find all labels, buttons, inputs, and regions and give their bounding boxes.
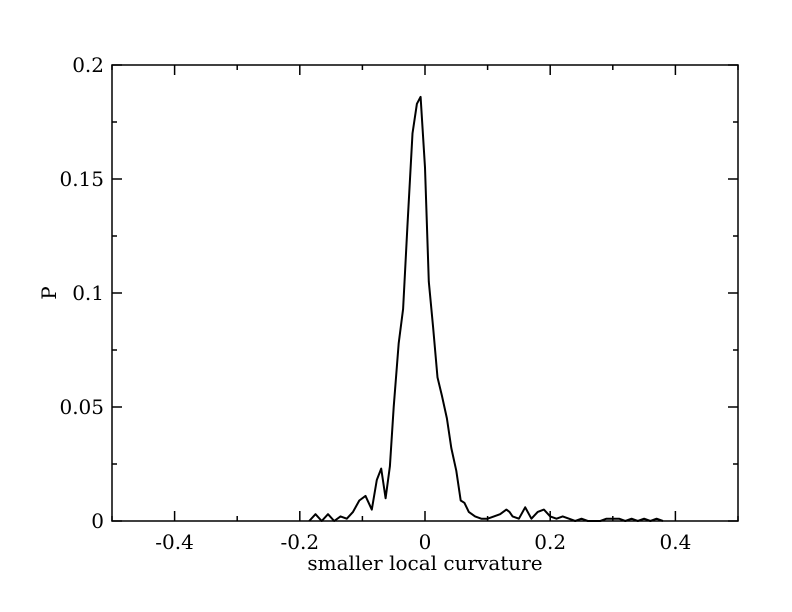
x-axis-title: smaller local curvature: [307, 551, 542, 575]
x-tick-label: -0.4: [155, 530, 194, 554]
x-tick-label: 0.2: [534, 530, 566, 554]
series-layer: [308, 95, 664, 522]
x-tick-label: -0.2: [281, 530, 320, 554]
series-line: [308, 95, 664, 522]
y-tick-label: 0: [91, 509, 104, 533]
y-tick-label: 0.05: [59, 395, 104, 419]
y-axis-ticks: 0 0.05 0.1 0.15 0.2: [59, 53, 738, 533]
y-axis-title: P: [37, 286, 61, 299]
y-tick-label: 0.15: [59, 167, 104, 191]
x-tick-label: 0: [419, 530, 432, 554]
plot-frame: [111, 64, 739, 522]
y-tick-label: 0.2: [72, 53, 104, 77]
y-tick-label: 0.1: [72, 281, 104, 305]
x-axis-ticks: -0.4 -0.2 0 0.2 0.4: [111, 65, 739, 554]
x-tick-label: 0.4: [659, 530, 691, 554]
